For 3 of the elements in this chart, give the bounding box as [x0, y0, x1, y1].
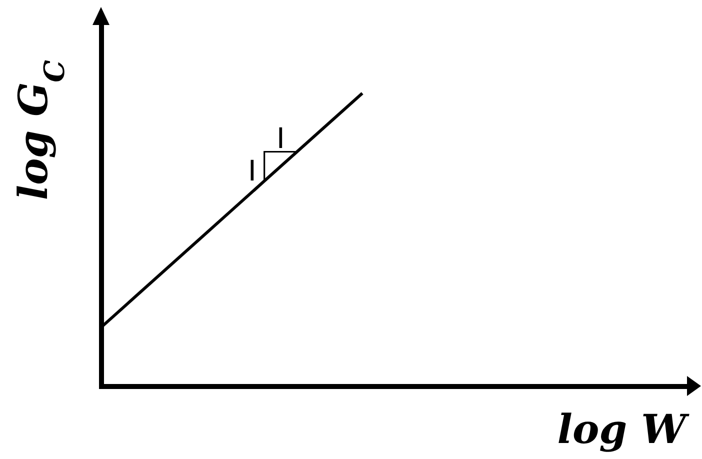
- annotation: I: [276, 122, 285, 155]
- annotation: I: [248, 154, 256, 188]
- x-axis-title: log W: [557, 406, 690, 453]
